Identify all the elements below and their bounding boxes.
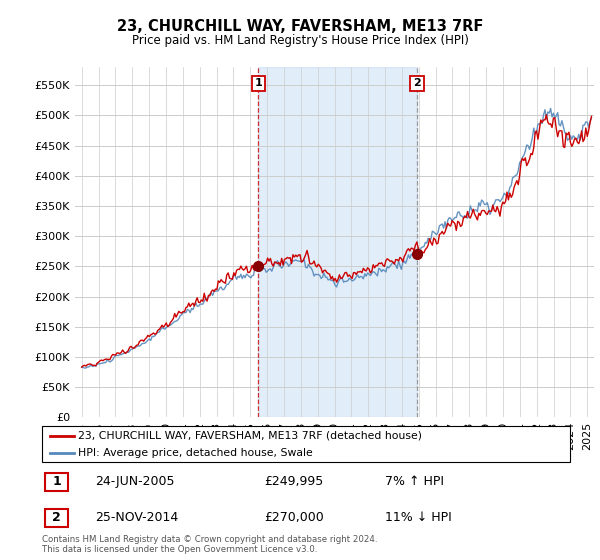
Text: Contains HM Land Registry data © Crown copyright and database right 2024.
This d: Contains HM Land Registry data © Crown c…	[42, 535, 377, 554]
Text: 1: 1	[254, 78, 262, 88]
Text: 23, CHURCHILL WAY, FAVERSHAM, ME13 7RF: 23, CHURCHILL WAY, FAVERSHAM, ME13 7RF	[117, 20, 483, 34]
Bar	[44, 473, 68, 491]
Bar	[259, 67, 417, 417]
Text: HPI: Average price, detached house, Swale: HPI: Average price, detached house, Swal…	[78, 448, 313, 458]
Text: 1: 1	[52, 475, 61, 488]
Text: 25-NOV-2014: 25-NOV-2014	[95, 511, 178, 524]
Text: 7% ↑ HPI: 7% ↑ HPI	[385, 475, 444, 488]
Text: 11% ↓ HPI: 11% ↓ HPI	[385, 511, 452, 524]
Text: £249,995: £249,995	[264, 475, 323, 488]
Text: £270,000: £270,000	[264, 511, 323, 524]
Text: 23, CHURCHILL WAY, FAVERSHAM, ME13 7RF (detached house): 23, CHURCHILL WAY, FAVERSHAM, ME13 7RF (…	[78, 431, 422, 441]
Text: 2: 2	[413, 78, 421, 88]
Text: Price paid vs. HM Land Registry's House Price Index (HPI): Price paid vs. HM Land Registry's House …	[131, 34, 469, 47]
Text: 2: 2	[52, 511, 61, 524]
Bar	[44, 508, 68, 527]
Text: 24-JUN-2005: 24-JUN-2005	[95, 475, 175, 488]
